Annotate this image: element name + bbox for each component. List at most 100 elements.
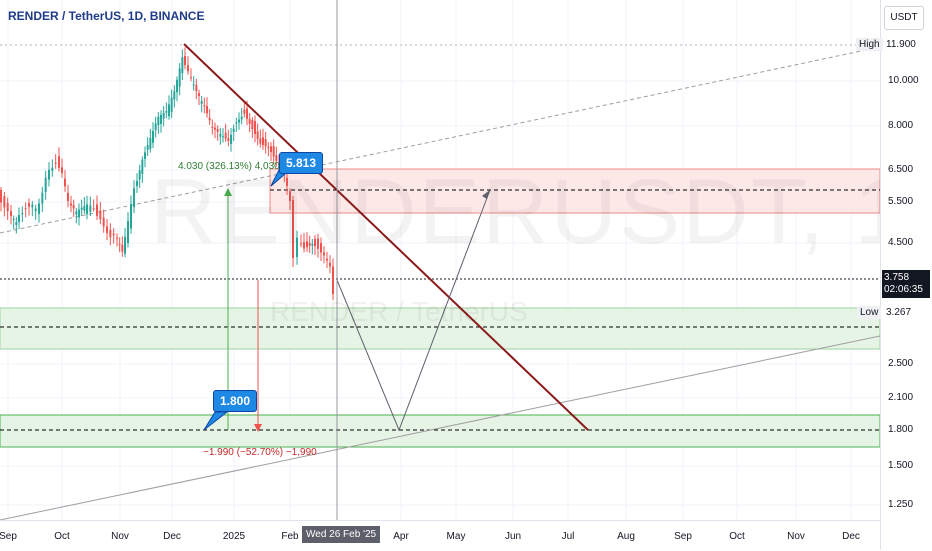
candle-body: [72, 204, 75, 209]
candle-body: [127, 221, 129, 244]
time-tick-label: Aug: [617, 531, 635, 542]
currency-selector[interactable]: USDT: [884, 6, 924, 30]
candle-body: [208, 117, 211, 121]
ascending-trendline[interactable]: [0, 335, 880, 520]
candle-body: [311, 243, 314, 246]
candle-body: [0, 190, 2, 203]
candle-body: [300, 243, 302, 245]
candle-body: [243, 109, 246, 114]
candle-body: [200, 101, 203, 104]
candle-body: [99, 210, 102, 220]
candle-body: [116, 237, 118, 239]
time-tick-label: Apr: [393, 531, 409, 542]
candle-body: [58, 156, 60, 168]
time-tick-label: Dec: [163, 531, 181, 542]
measure-down-arrow: [254, 424, 262, 432]
candle-body: [54, 162, 57, 164]
chart-canvas[interactable]: [0, 0, 880, 520]
candle-body: [75, 211, 78, 215]
candle-body: [112, 233, 115, 236]
candle-body: [181, 57, 184, 74]
candle-body: [133, 188, 135, 208]
time-tick-label: Dec: [842, 531, 860, 542]
candle-body: [106, 226, 108, 233]
candle-body: [89, 205, 92, 212]
candle-body: [18, 214, 20, 223]
candle-body: [6, 202, 9, 212]
candle-body: [109, 229, 112, 238]
low-value: 3.267: [886, 307, 912, 318]
symbol-title[interactable]: RENDER / TetherUS, 1D, BINANCE: [8, 9, 205, 23]
candle-body: [86, 204, 88, 214]
candle-body: [144, 152, 146, 160]
bar-countdown: 02:06:35: [884, 284, 923, 295]
time-tick-label: May: [446, 531, 466, 542]
candle-body: [317, 238, 319, 249]
candle-body: [230, 134, 232, 144]
high-value: 11.900: [886, 39, 916, 50]
candle-body: [292, 200, 294, 259]
candle-body: [38, 203, 40, 214]
candle-body: [222, 136, 224, 138]
price-tick-label: 10.000: [888, 75, 919, 86]
candle-body: [96, 204, 98, 216]
support-zone-upper[interactable]: [0, 307, 880, 350]
candle-body: [67, 192, 69, 202]
candle-body: [303, 242, 305, 249]
candle-body: [254, 121, 256, 134]
candle-body: [3, 196, 6, 208]
resistance-zone[interactable]: [269, 168, 880, 214]
candle-body: [78, 209, 80, 218]
projection-path[interactable]: [336, 189, 491, 432]
candle-body: [332, 266, 334, 295]
candle-body: [162, 112, 165, 119]
candle-body: [238, 119, 240, 123]
time-tick-label: Nov: [111, 531, 129, 542]
candle-body: [102, 217, 105, 227]
target-low-callout[interactable]: 1.800: [213, 390, 258, 412]
candle-body: [12, 219, 15, 221]
support-zone-lower[interactable]: [0, 414, 880, 448]
candle-body: [203, 105, 206, 107]
candle-body: [138, 170, 141, 180]
candle-body: [264, 139, 267, 147]
current-price-label: 3.758 02:06:35: [882, 270, 930, 298]
measure-down-label: −1.990 (−52.70%) −1,990: [203, 447, 317, 458]
candle-body: [219, 134, 222, 137]
candle-body: [34, 208, 37, 212]
price-tick-label: 4.500: [888, 237, 914, 248]
candle-body: [160, 114, 162, 124]
price-tick-label: 1.500: [888, 460, 914, 471]
time-axis[interactable]: [0, 520, 880, 551]
candle-body: [44, 177, 47, 193]
low-label: Low: [857, 306, 882, 319]
candle-body: [227, 138, 230, 141]
descending-trendline[interactable]: [183, 43, 589, 431]
candle-body: [251, 120, 254, 129]
target-high-callout[interactable]: 5.813: [279, 152, 324, 174]
current-price-value: 3.758: [884, 272, 910, 283]
candle-body: [240, 116, 243, 120]
candle-body: [178, 68, 181, 87]
candle-body: [136, 180, 138, 187]
price-tick-label: 2.100: [888, 392, 914, 403]
candle-body: [51, 167, 54, 171]
candle-body: [149, 137, 152, 149]
crosshair-date-label: Wed 26 Feb '25: [302, 526, 381, 543]
candle-body: [296, 237, 298, 258]
candlestick-series: [0, 47, 334, 301]
candle-body: [15, 221, 18, 225]
candle-body: [329, 262, 331, 267]
candle-body: [262, 137, 264, 145]
candle-body: [190, 77, 192, 79]
candle-body: [141, 159, 144, 174]
candle-body: [10, 211, 12, 217]
dashed-trendline[interactable]: [0, 46, 880, 234]
high-label: High: [856, 38, 883, 51]
candle-body: [224, 132, 227, 139]
candle-body: [176, 79, 178, 93]
candle-body: [48, 169, 50, 180]
candle-body: [157, 116, 160, 125]
candle-body: [168, 104, 170, 117]
